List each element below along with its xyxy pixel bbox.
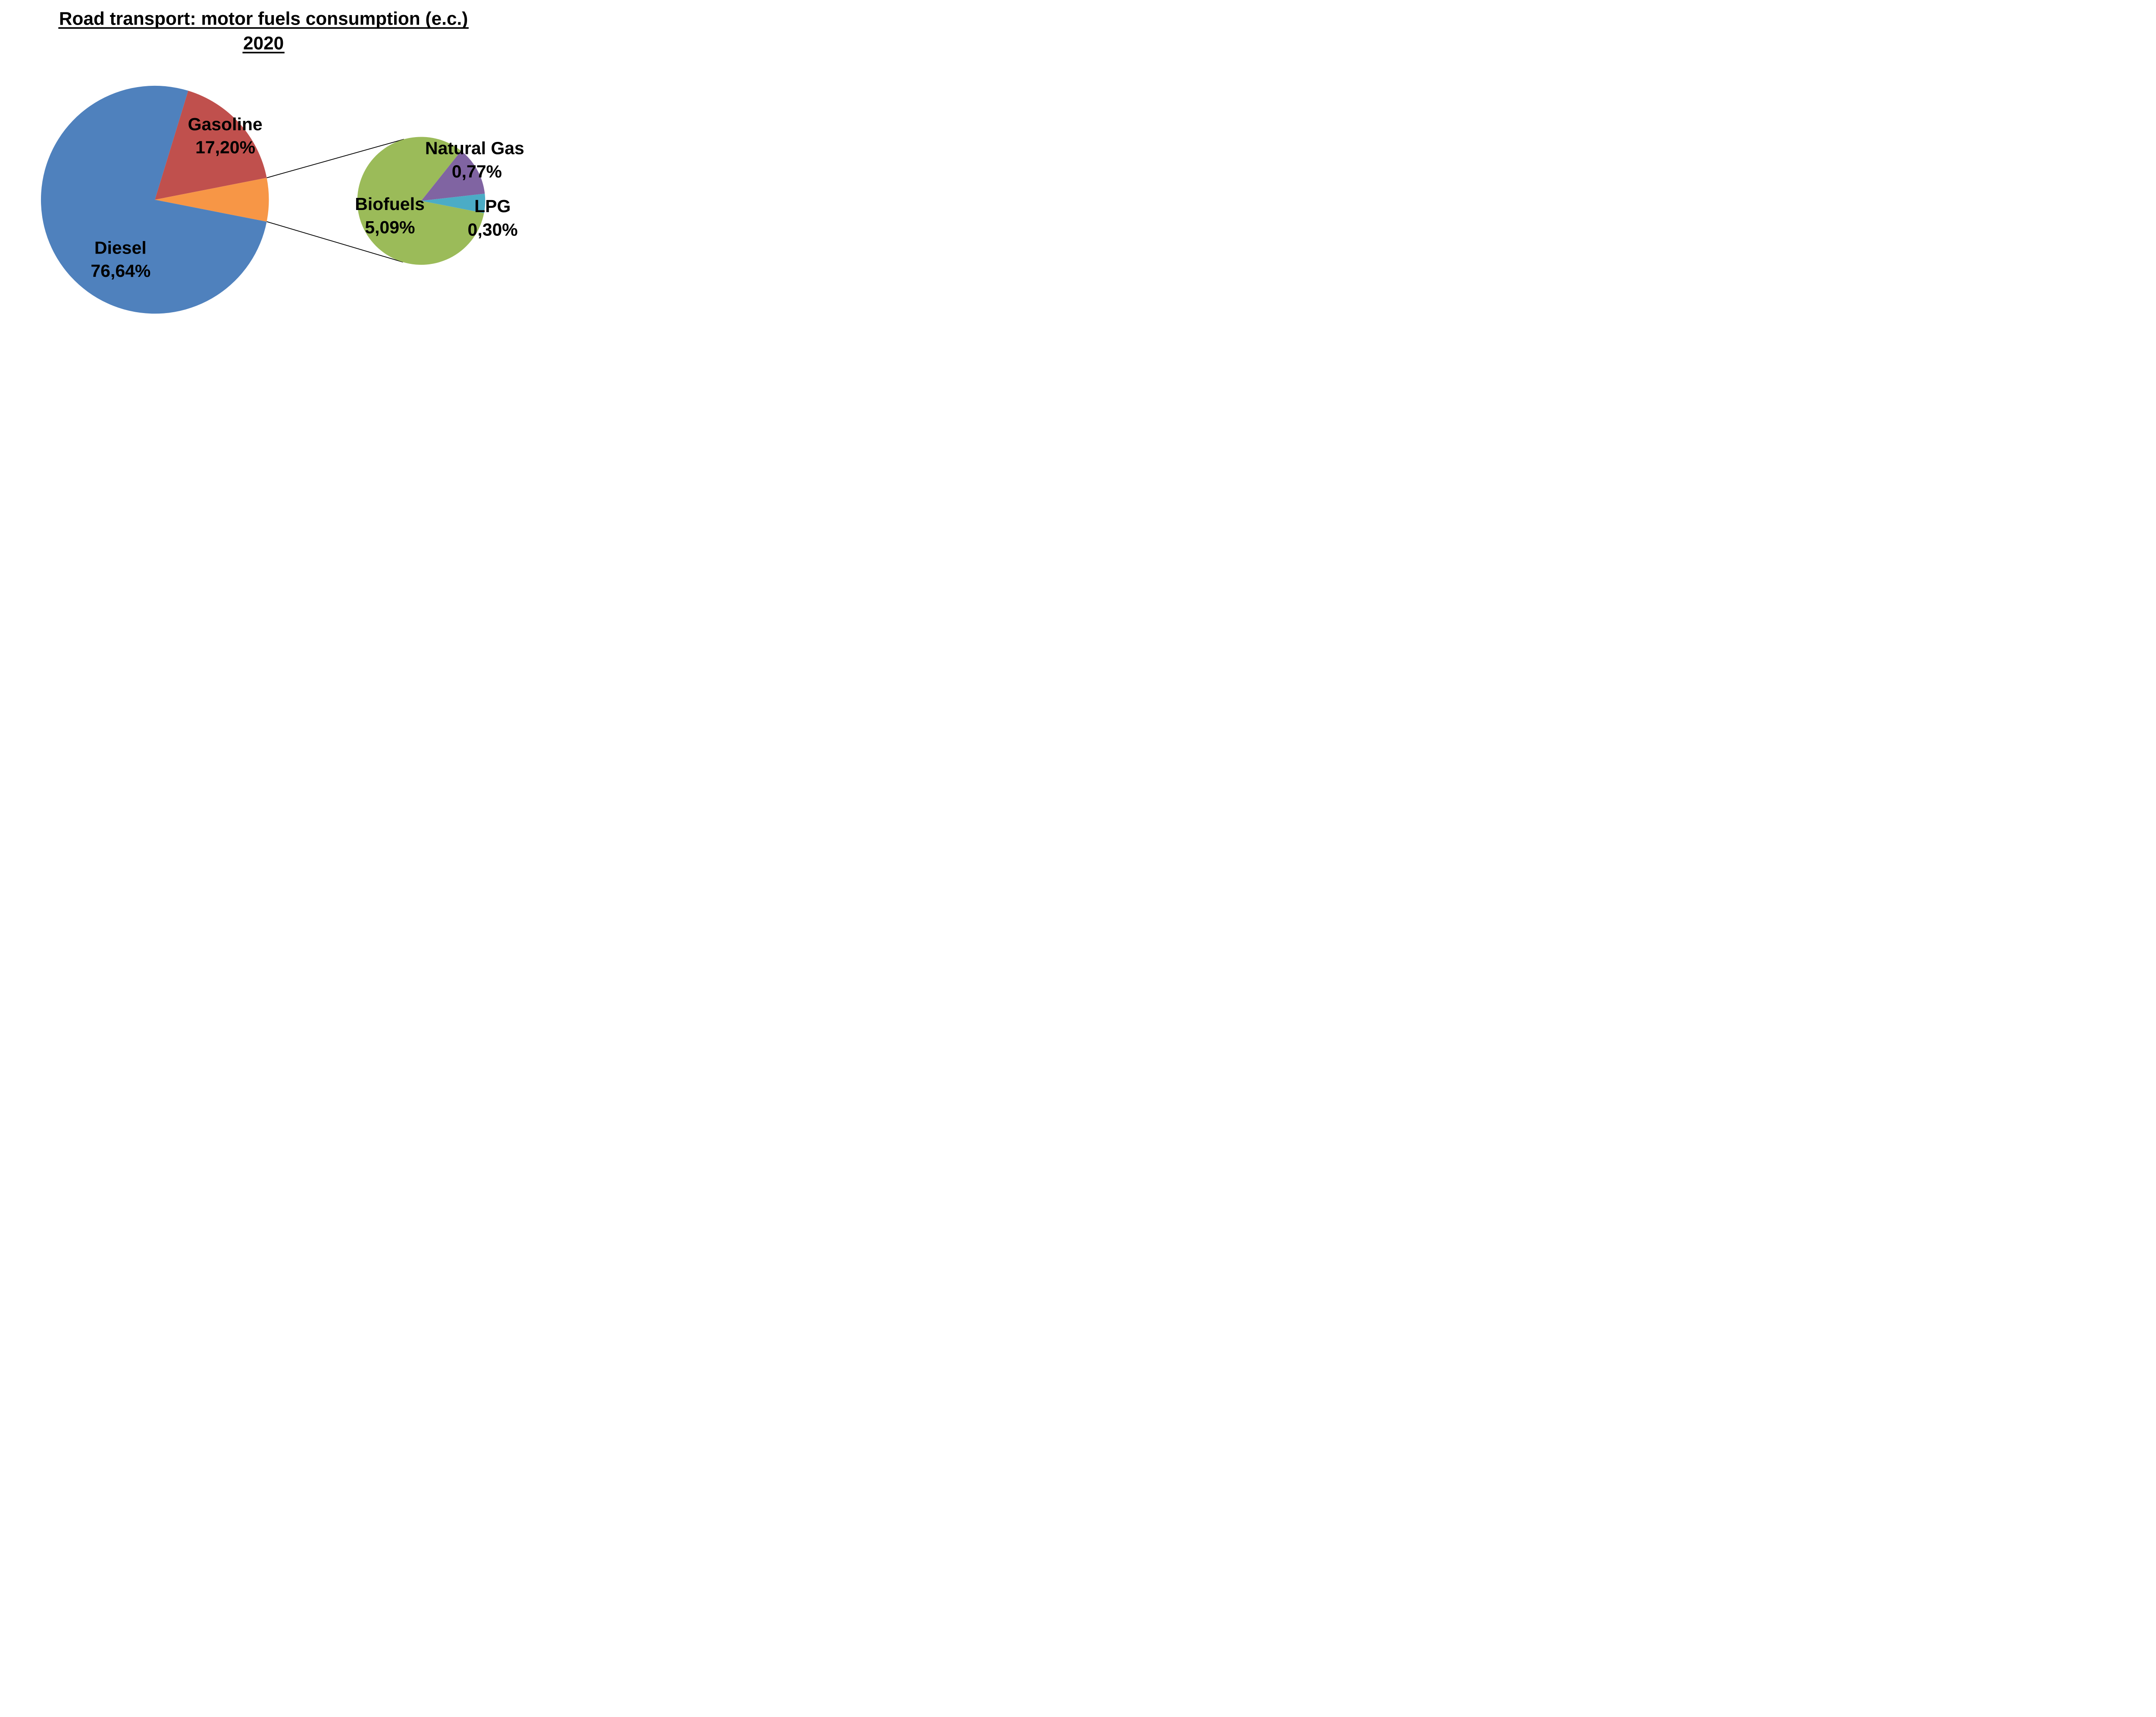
value-natural-gas: 0,77% <box>452 161 502 181</box>
value-lpg: 0,30% <box>468 220 518 240</box>
label-natural-gas: Natural Gas <box>425 138 524 158</box>
chart-title: Road transport: motor fuels consumption … <box>59 8 468 28</box>
main-slice-diesel <box>41 85 267 314</box>
label-biofuels: Biofuels <box>355 194 425 214</box>
connector-line-bottom <box>266 221 403 263</box>
label-lpg: LPG <box>474 196 511 216</box>
label-diesel: Diesel <box>94 238 147 258</box>
value-gasoline: 17,20% <box>195 137 255 157</box>
secondary-pie <box>357 137 486 265</box>
connector-line-top <box>266 139 404 179</box>
secondary-slice-biofuels <box>357 137 484 265</box>
main-pie <box>41 85 269 314</box>
chart-subtitle-year: 2020 <box>243 33 284 53</box>
value-diesel: 76,64% <box>91 261 150 281</box>
value-biofuels: 5,09% <box>365 217 415 237</box>
secondary-slice-lpg <box>421 194 486 213</box>
chart-canvas: Road transport: motor fuels consumption … <box>41 8 524 314</box>
secondary-slice-natural-gas <box>421 150 485 201</box>
chart-page: Road transport: motor fuels consumption … <box>0 0 526 343</box>
label-gasoline: Gasoline <box>188 114 263 134</box>
main-slice-other-expanded-in-secondary-pie <box>155 178 269 222</box>
connector-lines <box>266 139 404 263</box>
main-slice-gasoline <box>155 91 267 200</box>
